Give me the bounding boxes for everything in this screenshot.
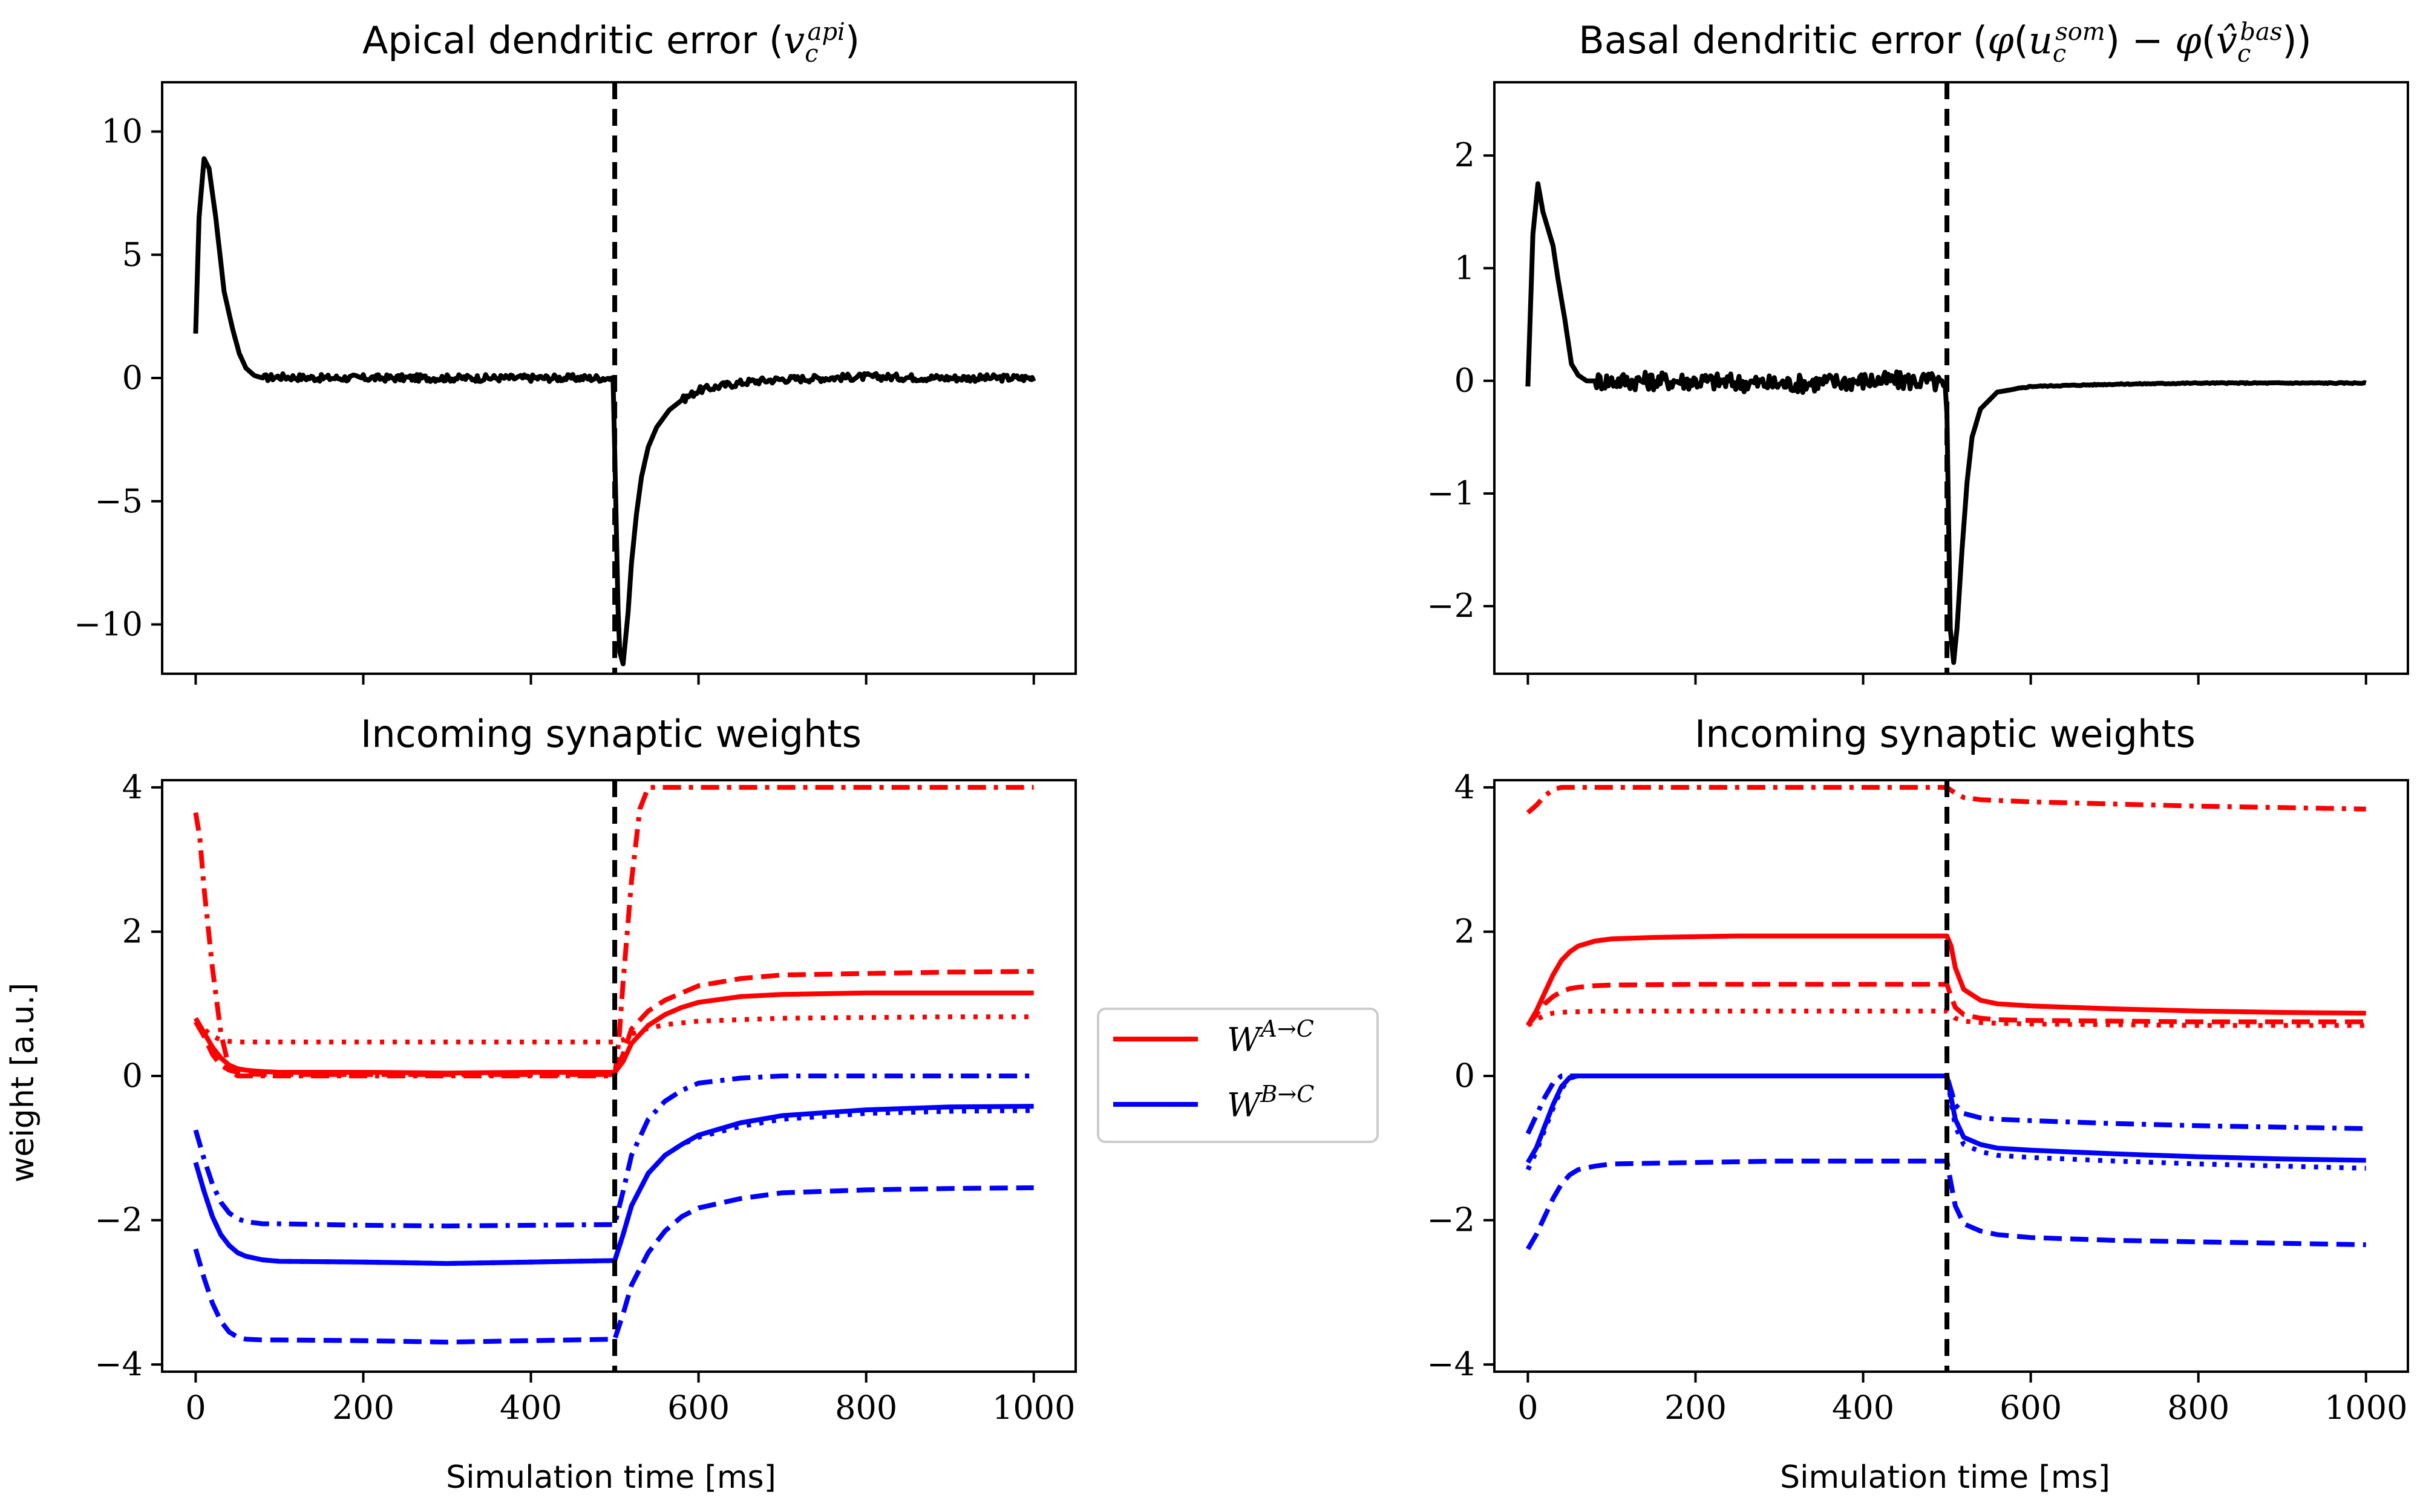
series-line-2: [194, 1014, 1034, 1044]
x-tick-label: 600: [2000, 1389, 2062, 1427]
y-tick-label: 0: [1454, 362, 1475, 400]
series-line-2: [1526, 1008, 2366, 1028]
series-line-0: [193, 156, 1036, 666]
y-tick-label: −2: [1427, 587, 1475, 625]
y-tick-label: 4: [1454, 768, 1475, 806]
x-axis-label-right: Simulation time [ms]: [1780, 1459, 2110, 1496]
x-tick-label: 800: [2167, 1389, 2229, 1427]
weights-left-title: Incoming synaptic weights: [361, 712, 862, 756]
series-line-3: [193, 784, 1034, 1078]
x-tick-label: 1000: [2324, 1389, 2407, 1427]
y-tick-label: 0: [122, 359, 143, 397]
y-tick-label: 4: [122, 768, 143, 806]
series-line-7: [1525, 1074, 2366, 1135]
x-tick-label: 200: [332, 1389, 394, 1427]
panel-weights-right: Incoming synaptic weights Simulation tim…: [1427, 712, 2409, 1496]
y-tick-label: −4: [1427, 1345, 1475, 1383]
series-line-5: [1525, 1158, 2366, 1251]
x-tick-label: 0: [185, 1389, 206, 1427]
legend-box: [1097, 1008, 1379, 1143]
y-tick-label: −2: [94, 1201, 143, 1239]
panel-weights-left: Incoming synaptic weights Simulation tim…: [5, 712, 1077, 1496]
series-line-0: [1525, 933, 2366, 1027]
legend: WA→C WB→C: [1097, 1008, 1379, 1143]
series-group: [1525, 784, 2366, 1251]
apical-error-title: Apical dendritic error (vcapi): [362, 18, 860, 68]
x-tick-label: 600: [667, 1389, 730, 1427]
series-line-3: [1526, 784, 2366, 815]
panel-basal-error: Basal dendritic error (φ(ucsom) − φ(v̂cb…: [1427, 18, 2409, 685]
x-tick-label: 0: [1517, 1389, 1538, 1427]
y-tick-label: −4: [94, 1345, 143, 1383]
series-line-6: [193, 1108, 1034, 1266]
x-tick-label: 400: [500, 1389, 562, 1427]
y-tick-label: −5: [94, 482, 143, 520]
y-tick-label: 0: [122, 1057, 143, 1095]
x-tick-label: 1000: [992, 1389, 1075, 1427]
y-tick-label: 2: [1454, 912, 1475, 950]
axes-frame: [161, 81, 1077, 675]
y-tick-label: −10: [74, 605, 143, 644]
x-tick-label: 400: [1832, 1389, 1894, 1427]
y-axis-label: weight [a.u.]: [5, 983, 41, 1182]
x-tick-label: 800: [835, 1389, 897, 1427]
panel-apical-error: Apical dendritic error (vcapi) −10 −5 0 5 10: [74, 18, 1077, 685]
y-tick-label: −1: [1427, 474, 1475, 512]
y-tick-label: 5: [122, 235, 143, 273]
series-line-1: [1526, 982, 2366, 1027]
x-tick-label: 200: [1664, 1389, 1727, 1427]
y-tick-label: 0: [1454, 1057, 1475, 1095]
series-line-4: [193, 1104, 1034, 1266]
axes-frame: [161, 779, 1077, 1373]
y-tick-label: 2: [1454, 136, 1475, 174]
series-group: [193, 156, 1036, 666]
y-tick-label: −2: [1427, 1201, 1475, 1239]
y-tick-label: 2: [122, 912, 143, 950]
y-tick-label: 10: [101, 112, 143, 151]
axes-frame: [1493, 81, 2409, 675]
series-line-5: [193, 1185, 1034, 1345]
weights-right-title: Incoming synaptic weights: [1695, 712, 2196, 756]
basal-error-title: Basal dendritic error (φ(ucsom) − φ(v̂cb…: [1578, 18, 2311, 68]
x-axis-label-left: Simulation time [ms]: [446, 1459, 776, 1496]
y-tick-label: 1: [1454, 249, 1475, 287]
axes-frame: [1493, 779, 2409, 1373]
series-line-7: [193, 1074, 1034, 1229]
series-group: [193, 784, 1034, 1345]
